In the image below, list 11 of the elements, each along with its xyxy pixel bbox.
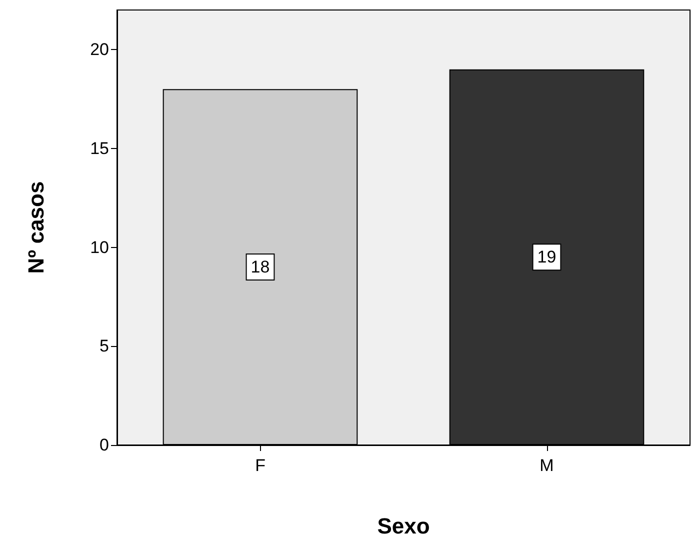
y-tick-label: 15 [90, 138, 109, 158]
data-label: 19 [537, 248, 556, 267]
y-tick-label: 10 [90, 238, 109, 257]
y-tick-label: 20 [90, 40, 109, 60]
x-tick-label: F [255, 456, 266, 475]
y-tick-label: 5 [100, 336, 109, 356]
x-tick-label: M [540, 456, 554, 475]
data-label: 18 [250, 258, 270, 277]
x-axis-title: Sexo [377, 514, 430, 538]
y-axis-title: Nº casos [24, 181, 48, 274]
y-tick-label: 0 [100, 436, 109, 454]
